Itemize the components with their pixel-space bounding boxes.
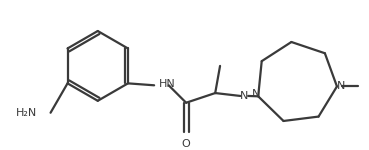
Text: HN: HN bbox=[159, 79, 176, 89]
Text: N: N bbox=[337, 81, 345, 92]
Text: O: O bbox=[182, 139, 190, 149]
Text: N: N bbox=[240, 91, 248, 101]
Text: H₂N: H₂N bbox=[16, 108, 37, 118]
Text: N: N bbox=[252, 89, 261, 99]
